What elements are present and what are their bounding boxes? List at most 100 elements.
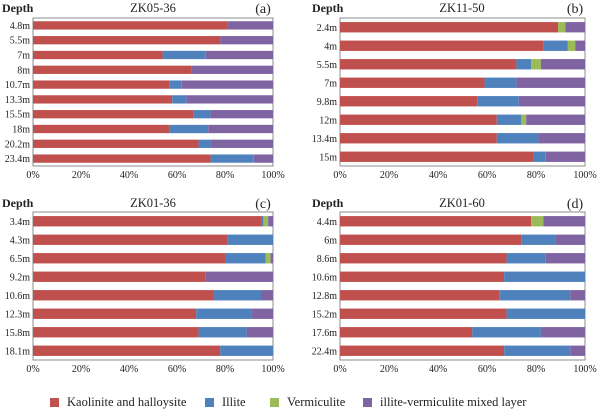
panel-4-depth-tick-8-6m: 8.6m: [317, 254, 338, 265]
panel-1-bar-15-5m-kaolinite-and-halloysite: [33, 110, 194, 119]
panel-4-bar-10-6m-illite: [504, 271, 585, 282]
panel-1-bar-20-2m-illite-vermiculite-mixed-layer: [210, 139, 273, 148]
panel-3-panel-label: (c): [255, 197, 271, 212]
panel-4-depth-tick-12-8m: 12.8m: [312, 291, 338, 302]
panel-1-bar-13-3m-kaolinite-and-halloysite: [33, 95, 173, 104]
panel-2-bar-9-8m-kaolinite-and-halloysite: [340, 96, 478, 107]
panel-2-panel-label: (b): [567, 2, 584, 17]
panel-1-bar-18m-kaolinite-and-halloysite: [33, 124, 170, 134]
panel-2-bar-4m-illite-vermiculite-mixed-layer: [575, 40, 585, 51]
panel-3-depth-tick-18-1m: 18.1m: [5, 346, 31, 357]
panel-4-x-tick-4: 80%: [527, 364, 545, 375]
panel-3-bar-18-1m-kaolinite-and-halloysite: [33, 345, 221, 356]
panel-2-bar-7m-illite-vermiculite-mixed-layer: [516, 77, 585, 88]
panel-3-bar-3-4m-illite-vermiculite-mixed-layer: [268, 216, 273, 227]
panel-2-x-tick-3: 60%: [478, 170, 496, 181]
panel-2-bar-13-4m-kaolinite-and-halloysite: [340, 133, 497, 144]
panel-3-bar-15-8m-illite-vermiculite-mixed-layer: [246, 327, 273, 338]
panel-3-x-tick-2: 40%: [120, 364, 138, 375]
panel-2-bar-5-5m-illite-vermiculite-mixed-layer: [540, 59, 585, 70]
panel-2-depth-tick-13-4m: 13.4m: [312, 134, 338, 145]
panel-4-bar-8-6m-illite-vermiculite-mixed-layer: [545, 253, 585, 264]
panel-2-bar-15m-illite: [533, 151, 546, 162]
panel-1-depth-tick-18m: 18m: [12, 125, 30, 136]
panel-1-bar-4-8m-illite-vermiculite-mixed-layer: [227, 21, 273, 30]
panel-4-bar-12-8m-kaolinite-and-halloysite: [340, 290, 500, 301]
panel-1-bar-7m-kaolinite-and-halloysite: [33, 50, 163, 60]
panel-1-bar-5-5m-illite-vermiculite-mixed-layer: [220, 36, 273, 45]
panel-2-bar-9-8m-illite: [477, 96, 519, 107]
panel-2-depth-tick-15m: 15m: [319, 152, 337, 163]
panel-1-bar-23-4m-illite-vermiculite-mixed-layer: [253, 154, 273, 163]
panel-4-depth-tick-10-6m: 10.6m: [312, 272, 338, 283]
panel-2-x-tick-4: 80%: [527, 170, 545, 181]
panel-4-bar-17-6m-illite-vermiculite-mixed-layer: [540, 327, 585, 338]
panel-4-bar-4-4m-illite-vermiculite-mixed-layer: [543, 216, 585, 227]
panel-1-bar-7m-illite-vermiculite-mixed-layer: [205, 50, 273, 60]
panel-3-bar-6-5m-illite-vermiculite-mixed-layer: [270, 253, 273, 264]
panel-4-bar-17-6m-illite: [472, 327, 541, 338]
panel-4-plot-frame: [339, 211, 586, 361]
panel-2-bar-2-4m-kaolinite-and-halloysite: [340, 22, 559, 33]
legend-label-vermiculite: Vermiculite: [287, 394, 346, 409]
panel-1-bar-18m-illite-vermiculite-mixed-layer: [208, 124, 273, 134]
panel-3-x-tick-3: 60%: [168, 364, 186, 375]
panel-3-depth-label: Depth: [2, 196, 34, 210]
panel-3-depth-tick-4-3m: 4.3m: [10, 235, 31, 246]
legend-item-mixed-layer: illite-vermiculite mixed layer: [363, 393, 526, 411]
panel-4-bar-10-6m-kaolinite-and-halloysite: [340, 271, 505, 282]
panel-3-bar-6-5m-illite: [225, 253, 266, 264]
panel-3-x-tick-5: 100%: [261, 364, 284, 375]
panel-1-bar-10-7m-illite-vermiculite-mixed-layer: [181, 80, 273, 89]
panel-4-depth-tick-15-2m: 15.2m: [312, 309, 338, 320]
panel-1-plot-frame: [32, 17, 274, 167]
legend-label-kaolinite: Kaolinite and halloysite: [67, 394, 187, 409]
panel-1-bar-15-5m-illite-vermiculite-mixed-layer: [210, 110, 273, 119]
legend: Kaolinite and halloysite Illite Vermicul…: [0, 393, 600, 411]
panel-3-x-tick-4: 80%: [216, 364, 234, 375]
panel-4-depth-label: Depth: [312, 196, 344, 210]
panel-3-bar-3-4m-vermiculite: [263, 216, 269, 227]
panel-1-bar-8m-kaolinite-and-halloysite: [33, 65, 192, 74]
panel-3-depth-tick-3-4m: 3.4m: [10, 217, 31, 228]
panel-3-bar-6-5m-vermiculite: [265, 253, 271, 264]
panel-2-depth-tick-7m: 7m: [324, 78, 337, 89]
panel-1-x-tick-5: 100%: [261, 170, 284, 181]
panel-3-bar-12-3m-kaolinite-and-halloysite: [33, 308, 197, 319]
panel-2-depth-tick-2-4m: 2.4m: [317, 23, 338, 34]
panel-2-bar-12m-vermiculite: [521, 114, 527, 125]
panel-1-bar-20-2m-illite: [198, 139, 211, 148]
panel-4-x-tick-1: 20%: [380, 364, 398, 375]
panel-3-depth-tick-15-8m: 15.8m: [5, 328, 31, 339]
panel-4-bar-4-4m-kaolinite-and-halloysite: [340, 216, 532, 227]
panel-4-depth-tick-17-6m: 17.6m: [312, 328, 338, 339]
legend-label-mixed-layer: illite-vermiculite mixed layer: [380, 394, 527, 409]
panel-2-depth-tick-9-8m: 9.8m: [317, 97, 338, 108]
panel-2-x-tick-5: 100%: [573, 170, 596, 181]
panel-4-x-tick-5: 100%: [573, 364, 596, 375]
panel-3-bar-12-3m-illite: [196, 308, 252, 319]
panel-2-x-tick-0: 0%: [333, 170, 346, 181]
panel-1-bar-10-7m-illite: [169, 80, 182, 89]
panel-1-depth-tick-20-2m: 20.2m: [5, 139, 31, 150]
panel-2-bar-9-8m-illite-vermiculite-mixed-layer: [518, 96, 585, 107]
panel-1-depth-tick-4-8m: 4.8m: [10, 21, 31, 32]
panel-1-depth-tick-8m: 8m: [17, 65, 30, 76]
panel-4-depth-tick-22-4m: 22.4m: [312, 346, 338, 357]
panel-1-bar-15-5m-illite: [193, 110, 211, 119]
panel-3-bar-3-4m-kaolinite-and-halloysite: [33, 216, 261, 227]
panel-1-bar-10-7m-kaolinite-and-halloysite: [33, 80, 170, 89]
panel-1-x-tick-1: 20%: [72, 170, 90, 181]
panel-3-bar-10-6m-illite-vermiculite-mixed-layer: [261, 290, 273, 301]
panel-3-bar-4-3m-kaolinite-and-halloysite: [33, 234, 228, 245]
panel-1-bar-23-4m-kaolinite-and-halloysite: [33, 154, 211, 163]
panel-4-bar-12-8m-illite-vermiculite-mixed-layer: [570, 290, 585, 301]
panel-2-bar-4m-kaolinite-and-halloysite: [340, 40, 544, 51]
panel-1-bar-8m-illite-vermiculite-mixed-layer: [191, 65, 273, 74]
panel-4-x-tick-2: 40%: [429, 364, 447, 375]
panel-3-bar-10-6m-kaolinite-and-halloysite: [33, 290, 213, 301]
panel-2-depth-label: Depth: [312, 1, 344, 15]
panel-2-bar-13-4m-illite: [496, 133, 539, 144]
panel-1-bar-13-3m-illite-vermiculite-mixed-layer: [186, 95, 273, 104]
panel-2-bar-13-4m-illite-vermiculite-mixed-layer: [538, 133, 585, 144]
